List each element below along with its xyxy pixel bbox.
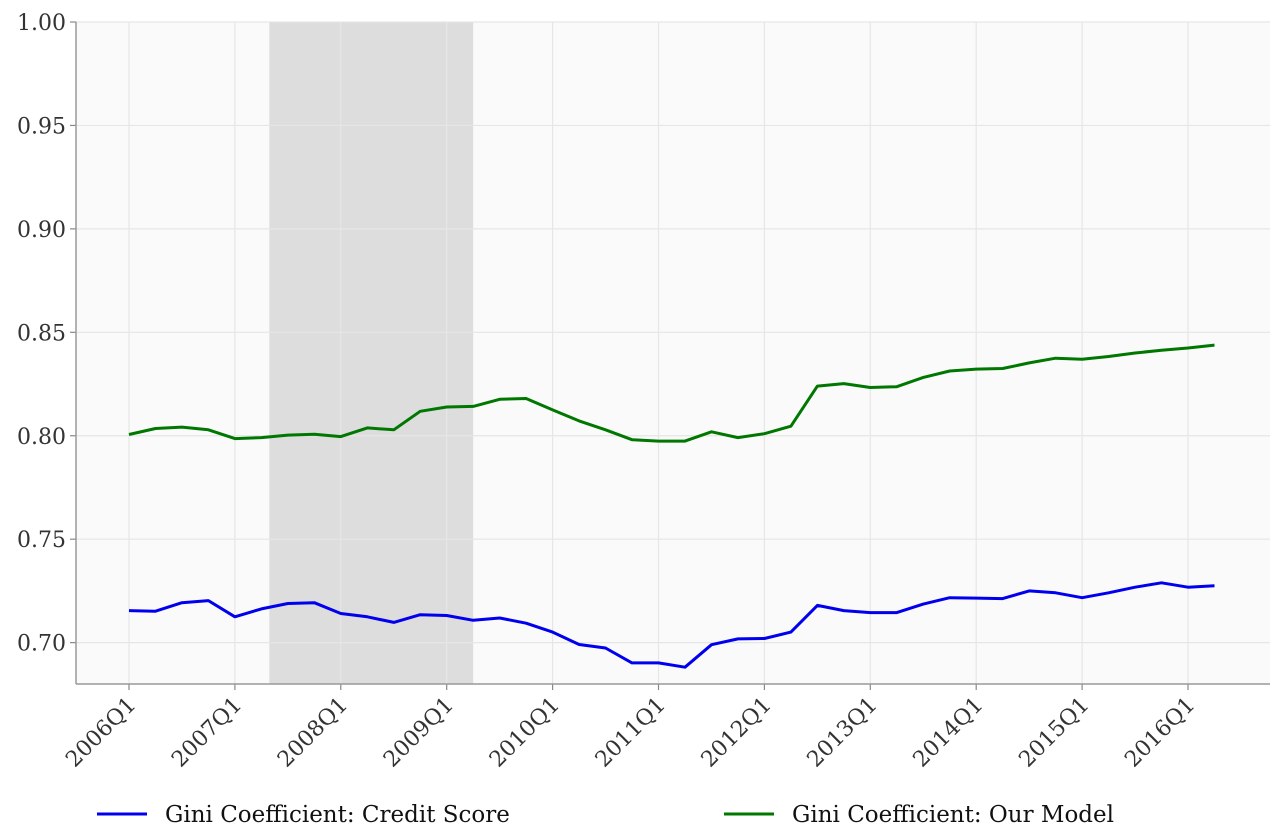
legend-label-credit-score: Gini Coefficient: Credit Score bbox=[165, 802, 510, 828]
x-tick-label: 2013Q1 bbox=[803, 693, 883, 773]
y-tick-label: 0.80 bbox=[17, 425, 66, 450]
axes bbox=[75, 22, 1270, 685]
x-tick-label: 2009Q1 bbox=[379, 693, 459, 773]
shaded-period bbox=[269, 22, 474, 684]
x-tick-label: 2008Q1 bbox=[273, 693, 353, 773]
x-tick-label: 2012Q1 bbox=[697, 693, 777, 773]
y-tick-label: 0.70 bbox=[17, 632, 66, 657]
legend: Gini Coefficient: Credit Score Gini Coef… bbox=[97, 802, 1114, 828]
legend-label-our-model: Gini Coefficient: Our Model bbox=[792, 802, 1114, 828]
x-tick-label: 2010Q1 bbox=[485, 693, 565, 773]
y-tick-label: 0.90 bbox=[17, 218, 66, 243]
series-lines bbox=[128, 343, 1215, 669]
y-tick-label: 1.00 bbox=[17, 11, 66, 36]
x-tick-label: 2007Q1 bbox=[167, 693, 247, 773]
x-tick-labels: 2006Q1 2007Q1 2008Q1 2009Q1 2010Q1 2011Q1 2012… bbox=[61, 693, 1200, 773]
y-tick-label: 0.85 bbox=[17, 321, 66, 346]
x-tick-label: 2006Q1 bbox=[61, 693, 141, 773]
y-tick-labels: 0.70 0.75 0.80 0.85 0.90 0.95 1.00 bbox=[17, 11, 66, 657]
plot-background bbox=[76, 22, 1270, 684]
y-tick-label: 0.75 bbox=[17, 528, 66, 553]
x-tick-label: 2016Q1 bbox=[1120, 693, 1200, 773]
series-line-credit-score bbox=[128, 581, 1215, 669]
grid-lines bbox=[70, 21, 1270, 690]
x-tick-label: 2015Q1 bbox=[1014, 693, 1094, 773]
x-tick-label: 2011Q1 bbox=[591, 693, 671, 773]
x-tick-label: 2014Q1 bbox=[909, 693, 989, 773]
series-line-our-model bbox=[128, 343, 1215, 443]
y-tick-label: 0.95 bbox=[17, 114, 66, 139]
